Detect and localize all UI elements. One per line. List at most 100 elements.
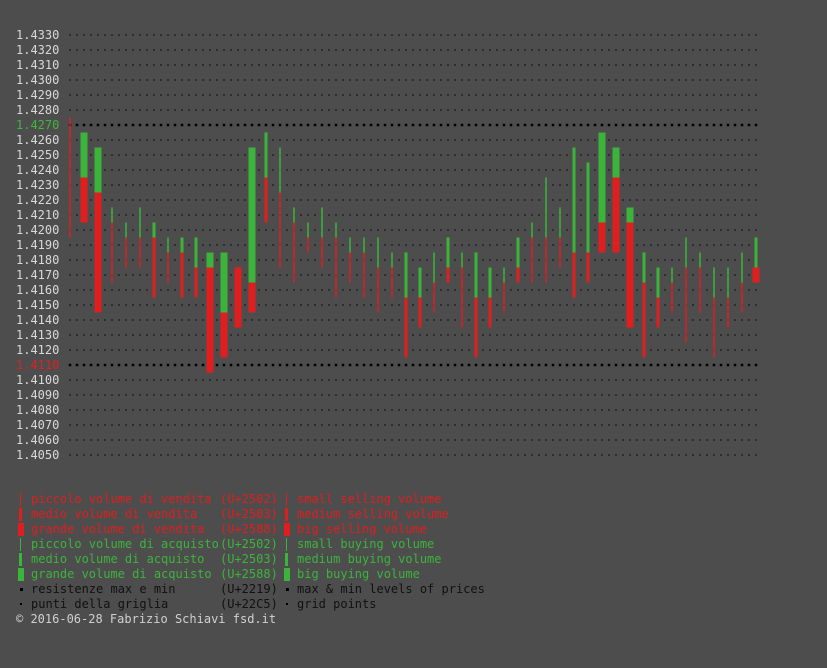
grid-dot [426,304,428,306]
legend-label-it: punti della griglia [31,597,169,611]
grid-dot [468,409,470,411]
grid-dot [643,379,645,381]
grid-dot [594,244,596,246]
buy-volume-bar [94,147,102,193]
grid-dot [146,454,148,456]
grid-dot [328,379,330,381]
candle [626,207,634,328]
grid-dot [195,94,197,96]
grid-dot [657,214,659,216]
y-tick-label: 1.4270 [16,118,59,132]
grid-dot [377,169,379,171]
grid-dot [573,79,575,81]
grid-dot [678,214,680,216]
grid-dot [685,79,687,81]
grid-dot [314,319,316,321]
grid-dot [734,439,736,441]
grid-dot [223,454,225,456]
grid-dot [531,109,533,111]
grid-dot [524,169,526,171]
grid-dot [720,379,722,381]
grid-dot [356,49,358,51]
grid-dot [580,214,582,216]
grid-dot [230,199,232,201]
grid-dot [426,259,428,261]
grid-dot [643,184,645,186]
grid-dot [622,319,624,321]
grid-dot [412,409,414,411]
grid-dot [272,154,274,156]
grid-dot [636,154,638,156]
grid-dot [244,334,246,336]
grid-dot [468,349,470,351]
grid-dot [489,259,491,261]
grid-dot [216,289,218,291]
grid-dot [580,79,582,81]
grid-dot [594,94,596,96]
grid-dot [727,394,729,396]
grid-dot [237,259,239,261]
grid-dot [391,454,393,456]
sell-volume-bar [461,267,463,328]
grid-dot [706,229,708,231]
grid-dot [524,94,526,96]
grid-dot [76,304,78,306]
grid-dot [559,154,561,156]
candle [220,252,228,358]
grid-dot [405,49,407,51]
grid-dot [475,244,477,246]
grid-dot [174,64,176,66]
grid-dot [342,154,344,156]
grid-dot [391,214,393,216]
level-dot [159,123,163,127]
grid-dot [657,229,659,231]
grid-dot [139,349,141,351]
grid-dot [132,229,134,231]
grid-dot [139,49,141,51]
grid-dot [307,184,309,186]
grid-dot [412,244,414,246]
grid-dot [195,214,197,216]
grid-dot [146,184,148,186]
grid-dot [356,424,358,426]
y-tick-label: 1.4160 [16,283,59,297]
grid-dot [300,439,302,441]
grid-dot [566,169,568,171]
grid-dot [76,394,78,396]
grid-dot [440,184,442,186]
grid-dot [258,169,260,171]
grid-dot [132,244,134,246]
grid-points [68,34,758,456]
grid-dot [692,409,694,411]
level-dot [586,123,590,127]
level-dot [733,123,737,127]
grid-dot [440,154,442,156]
grid-dot [146,139,148,141]
grid-dot [664,409,666,411]
grid-dot [76,34,78,36]
grid-dot [461,154,463,156]
grid-dot [223,94,225,96]
sell-volume-bar [474,297,478,358]
grid-dot [307,169,309,171]
grid-dot [447,64,449,66]
grid-dot [83,109,85,111]
grid-dot [622,184,624,186]
grid-dot [552,199,554,201]
grid-dot [510,184,512,186]
grid-dot [713,94,715,96]
grid-dot [566,439,568,441]
grid-dot [244,139,246,141]
grid-dot [118,94,120,96]
grid-dot [230,439,232,441]
grid-dot [440,289,442,291]
grid-dot [531,289,533,291]
grid-dot [678,379,680,381]
grid-dot [433,49,435,51]
level-dot [754,363,758,367]
grid-dot [244,349,246,351]
grid-dot [447,184,449,186]
grid-dot [447,229,449,231]
grid-dot [538,259,540,261]
grid-dot [419,64,421,66]
